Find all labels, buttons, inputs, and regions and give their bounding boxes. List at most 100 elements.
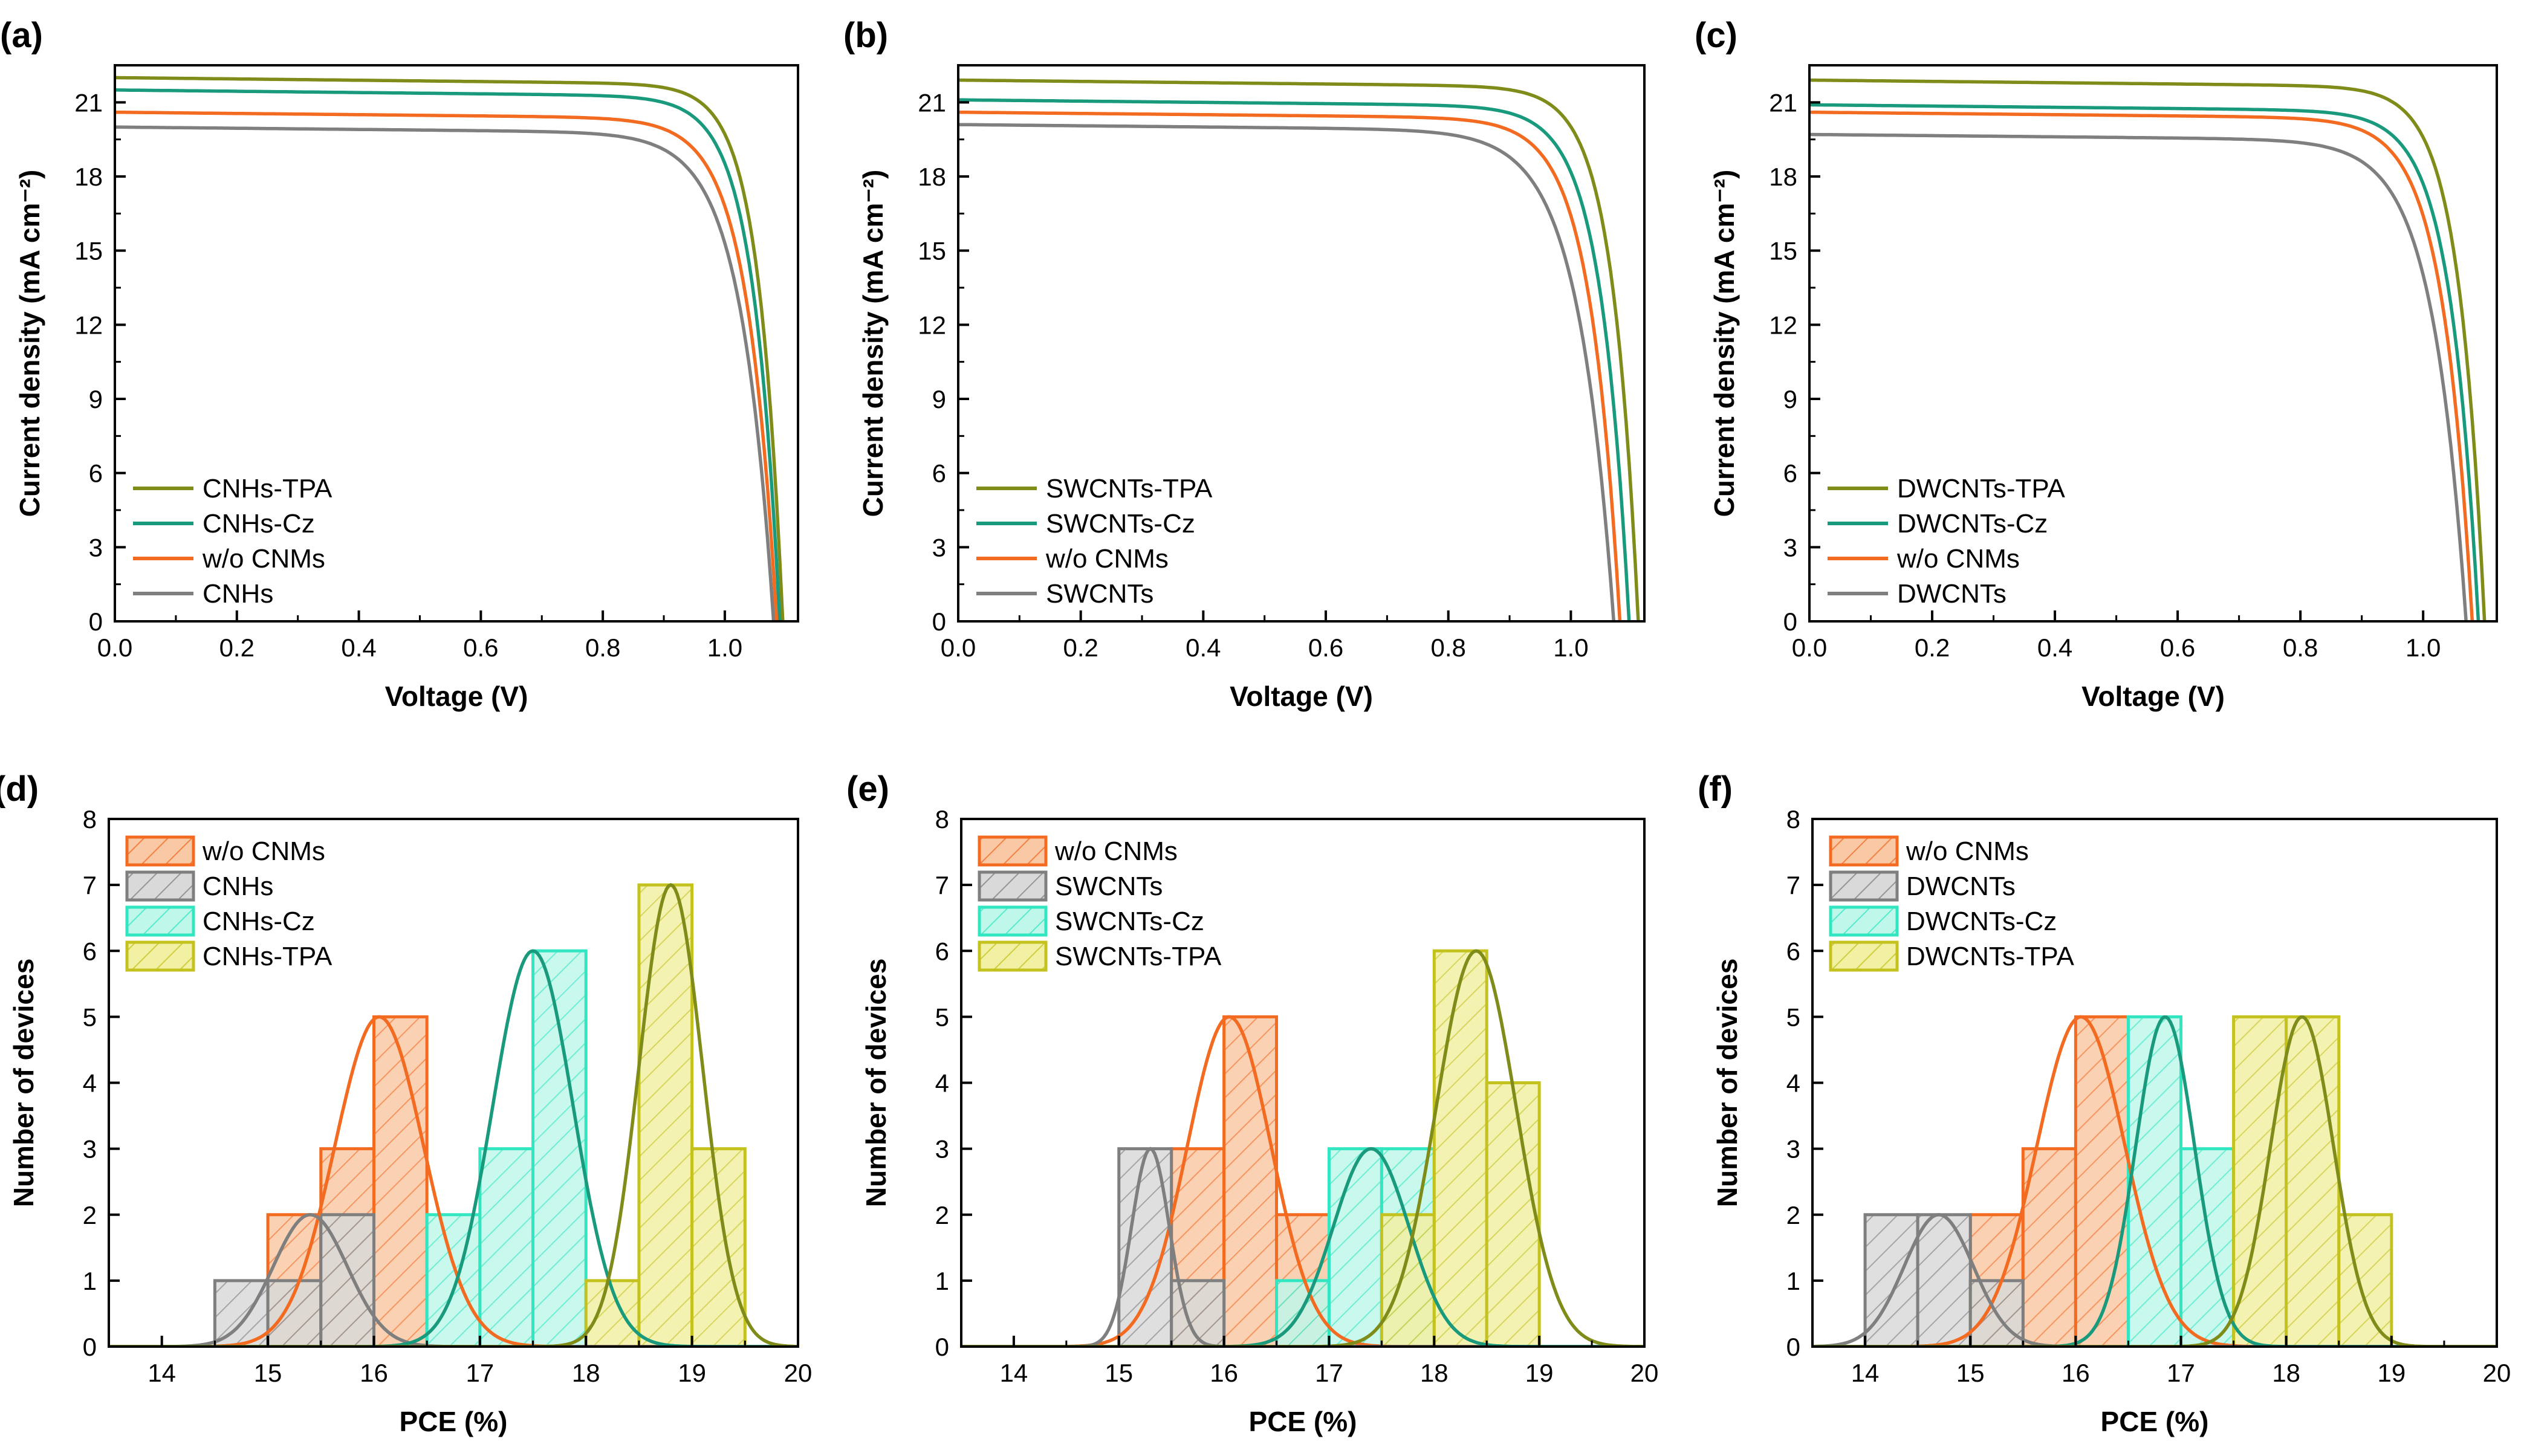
legend-label: w/o CNMs (202, 836, 325, 866)
legend-swatch-cz (1829, 905, 1899, 937)
x-tick-label: 18 (2272, 1359, 2300, 1387)
histogram-bar (2179, 1147, 2236, 1347)
fit-curve-cz (1812, 1015, 2497, 1347)
y-tick-label: 4 (83, 1069, 97, 1098)
x-tick-label: 0.0 (941, 633, 976, 662)
legend: SWCNTs-TPA SWCNTs-Cz w/o CNMs SWCNTs (976, 474, 1213, 609)
histogram-bar (531, 949, 588, 1347)
x-axis-title: PCE (%) (1249, 1406, 1357, 1437)
y-tick-label: 0 (83, 1333, 97, 1361)
y-tick-label: 4 (935, 1069, 949, 1098)
y-axis-title: Current density (mA cm⁻²) (14, 170, 45, 517)
x-tick-label: 1.0 (1553, 633, 1588, 662)
y-tick-label: 6 (1786, 937, 1800, 965)
y-tick-label: 8 (1786, 805, 1800, 833)
legend-label: SWCNTs (1046, 579, 1153, 609)
legend-swatch-tpa (125, 940, 195, 972)
legend-label: w/o CNMs (202, 544, 325, 574)
x-tick-label: 19 (2377, 1359, 2406, 1387)
y-tick-label: 21 (918, 88, 946, 117)
x-tick-label: 17 (466, 1359, 494, 1387)
y-axis-title: Current density (mA cm⁻²) (1708, 170, 1740, 517)
y-tick-label: 0 (935, 1333, 949, 1361)
x-tick-label: 0.8 (585, 633, 620, 662)
legend-swatch-bare (125, 870, 195, 902)
histogram-bar (637, 883, 694, 1347)
x-tick-label: 0.0 (97, 633, 132, 662)
x-tick-label: 14 (1851, 1359, 1880, 1387)
y-axis-title: Current density (mA cm⁻²) (857, 170, 889, 517)
y-tick-label: 3 (83, 1135, 97, 1163)
y-tick-label: 6 (935, 937, 949, 965)
y-tick-label: 12 (1769, 311, 1797, 339)
y-tick-label: 21 (74, 88, 103, 117)
x-axis-title: Voltage (V) (385, 681, 528, 712)
y-tick-label: 2 (935, 1201, 949, 1229)
legend-label: DWCNTs-TPA (1897, 474, 2065, 503)
legend-label: SWCNTs-TPA (1055, 942, 1222, 971)
y-tick-label: 15 (1769, 237, 1797, 265)
plot-area (961, 949, 1644, 1347)
x-tick-label: 16 (360, 1359, 388, 1387)
series-line-bare (958, 123, 1616, 621)
y-tick-label: 7 (935, 871, 949, 899)
y-tick-label: 6 (1783, 459, 1797, 488)
histogram-bar (1432, 949, 1488, 1347)
plot-area (109, 883, 798, 1347)
histogram-bar (372, 1015, 429, 1347)
series-line-tpa (115, 76, 785, 621)
histogram-bar (1222, 1015, 1279, 1347)
plot-area (1812, 1015, 2497, 1347)
x-tick-label: 19 (678, 1359, 706, 1387)
y-tick-label: 7 (83, 871, 97, 899)
x-axis-title: PCE (%) (400, 1406, 508, 1437)
panel-label: (c) (1695, 16, 1737, 55)
legend-label: CNHs-TPA (203, 942, 333, 971)
fit-curve-tpa (1812, 1015, 2497, 1347)
legend-swatch-wo (1829, 835, 1899, 867)
y-tick-label: 5 (1786, 1003, 1800, 1031)
y-tick-label: 6 (932, 459, 946, 488)
y-tick-label: 15 (918, 237, 946, 265)
legend-swatch-tpa (1829, 940, 1899, 972)
legend-swatch-bare (978, 870, 1048, 902)
y-tick-label: 8 (83, 805, 97, 833)
plot-area (958, 78, 1640, 621)
plot-area (1809, 78, 2487, 621)
x-tick-label: 0.6 (2160, 633, 2195, 662)
x-tick-label: 0.0 (1792, 633, 1827, 662)
y-axis-title: Number of devices (860, 959, 892, 1208)
chart-panel-2: 0.0 0.2 0.4 0.6 0.8 1.0 0 3 6 9 12 15 18 21 Voltage (V… (843, 16, 1646, 712)
histogram-bar (690, 1147, 747, 1347)
y-axis-title: Number of devices (1711, 959, 1743, 1208)
y-tick-label: 1 (935, 1267, 949, 1295)
x-tick-label: 15 (1956, 1359, 1985, 1387)
y-tick-label: 0 (1783, 607, 1797, 636)
y-tick-label: 6 (83, 937, 97, 965)
legend-swatch-tpa (978, 940, 1048, 972)
legend-label: CNHs-Cz (203, 509, 315, 539)
y-tick-label: 18 (918, 163, 946, 191)
legend-label: DWCNTs (1897, 579, 2007, 609)
legend-label: CNHs-TPA (203, 474, 333, 503)
x-tick-label: 1.0 (2406, 633, 2441, 662)
legend-label: w/o CNMs (1896, 544, 2020, 574)
legend-label: DWCNTs-TPA (1906, 942, 2074, 971)
x-axis-title: PCE (%) (2101, 1406, 2209, 1437)
legend-label: SWCNTs-Cz (1055, 907, 1204, 936)
legend-label: DWCNTs-Cz (1906, 907, 2057, 936)
legend-swatch-wo (978, 835, 1048, 867)
series-line-tpa (958, 78, 1640, 621)
panel-label: (d) (0, 769, 39, 809)
x-tick-label: 20 (2483, 1359, 2511, 1387)
legend-label: CNHs (203, 579, 273, 609)
x-axis-title: Voltage (V) (2081, 681, 2225, 712)
y-tick-label: 3 (1783, 533, 1797, 561)
legend-label: SWCNTs-Cz (1046, 509, 1195, 539)
series-line-tpa (1809, 78, 2487, 621)
x-tick-label: 0.6 (1308, 633, 1343, 662)
series-line-cz (1809, 103, 2480, 621)
y-tick-label: 1 (1786, 1267, 1800, 1295)
y-tick-label: 0 (1786, 1333, 1800, 1361)
